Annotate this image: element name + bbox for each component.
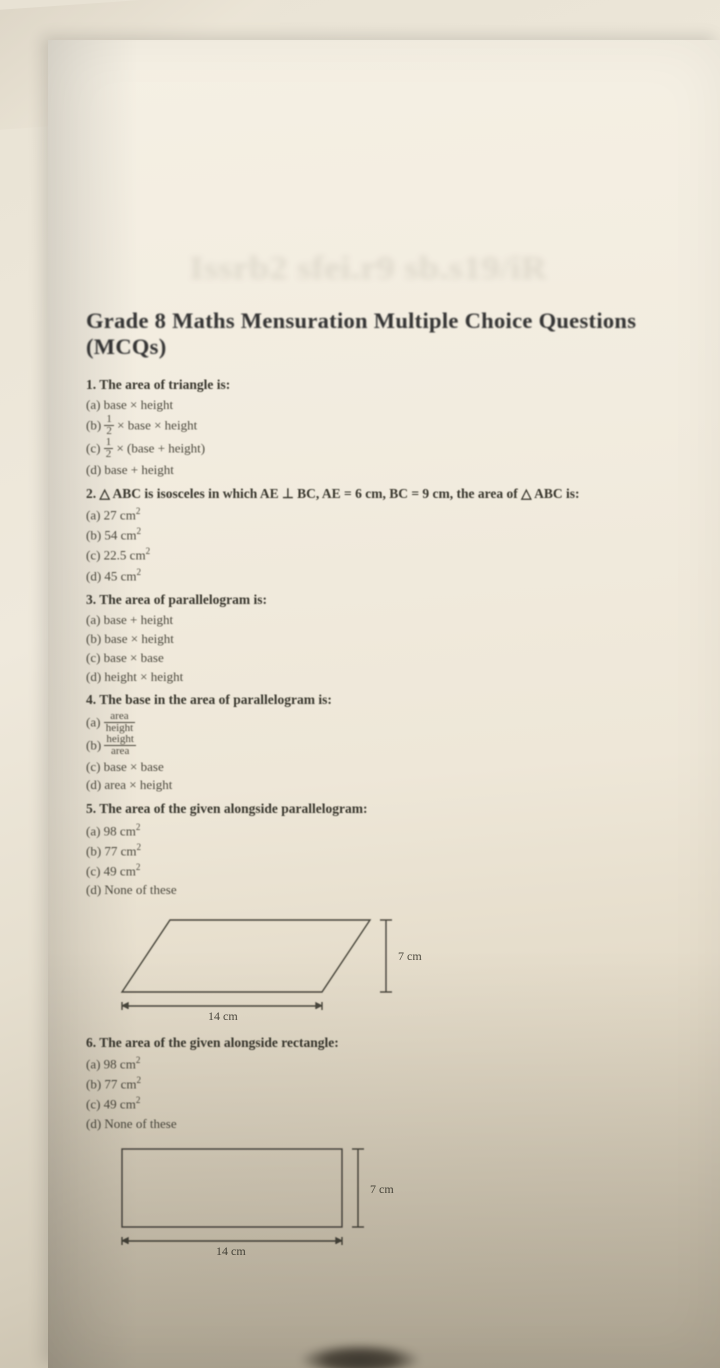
q6-opt-b: (b) 77 cm2 xyxy=(86,1074,702,1094)
question-5: 5. The area of the given alongside paral… xyxy=(86,800,702,900)
rect-base-label: 14 cm xyxy=(216,1244,246,1257)
q3-opt-b: (b) base × height xyxy=(86,630,702,649)
para-base-label: 14 cm xyxy=(208,1009,238,1023)
watermark-text: Issrb2 sfei.r9 sb.s19/iR xyxy=(189,250,547,288)
q1-opt-a: (a) base × height xyxy=(86,396,702,415)
q2-opt-d: (d) 45 cm2 xyxy=(86,566,702,586)
q2-stem: 2. △ ABC is isosceles in which AE ⊥ BC, … xyxy=(86,485,702,503)
q5-opt-a: (a) 98 cm2 xyxy=(86,821,702,841)
q5-opt-c: (c) 49 cm2 xyxy=(86,861,702,881)
q3-opt-a: (a) base + height xyxy=(86,611,702,630)
q5-stem: 5. The area of the given alongside paral… xyxy=(86,800,702,818)
worksheet-page: Issrb2 sfei.r9 sb.s19/iR Grade 8 Maths M… xyxy=(48,40,720,1368)
para-height-label: 7 cm xyxy=(398,949,422,963)
q6-opt-c: (c) 49 cm2 xyxy=(86,1094,702,1114)
q3-opt-c: (c) base × base xyxy=(86,649,702,668)
page-title: Grade 8 Maths Mensuration Multiple Choic… xyxy=(86,308,702,360)
q4-opt-a: (a) areaheight xyxy=(86,712,702,735)
q2-opt-c: (c) 22.5 cm2 xyxy=(86,545,702,565)
question-4: 4. The base in the area of parallelogram… xyxy=(86,691,702,795)
thumb-shadow xyxy=(300,1344,420,1368)
question-1: 1. The area of triangle is: (a) base × h… xyxy=(86,376,702,480)
q3-opt-d: (d) height × height xyxy=(86,668,702,687)
q5-opt-d: (d) None of these xyxy=(86,881,702,900)
q1-opt-d: (d) base + height xyxy=(86,461,702,480)
q2-opt-a: (a) 27 cm2 xyxy=(86,505,702,525)
q1-opt-b: (b) 12 × base × height xyxy=(86,415,702,438)
q6-opt-d: (d) None of these xyxy=(86,1115,702,1134)
q5-opt-b: (b) 77 cm2 xyxy=(86,841,702,861)
q4-opt-b: (b) heightarea xyxy=(86,735,702,758)
rectangle-svg: 7 cm 14 cm xyxy=(112,1139,432,1257)
q4-stem: 4. The base in the area of parallelogram… xyxy=(86,691,702,709)
q4-opt-d: (d) area × height xyxy=(86,776,702,795)
q6-opt-a: (a) 98 cm2 xyxy=(86,1054,702,1074)
q1-opt-c: (c) 12 × (base + height) xyxy=(86,438,702,461)
question-6: 6. The area of the given alongside recta… xyxy=(86,1034,702,1134)
figure-parallelogram: 7 cm 14 cm xyxy=(112,906,702,1026)
rect-height-label: 7 cm xyxy=(370,1182,394,1196)
q6-stem: 6. The area of the given alongside recta… xyxy=(86,1034,702,1052)
q2-opt-b: (b) 54 cm2 xyxy=(86,525,702,545)
question-3: 3. The area of parallelogram is: (a) bas… xyxy=(86,591,702,687)
figure-rectangle: 7 cm 14 cm xyxy=(112,1139,702,1257)
content-area: Grade 8 Maths Mensuration Multiple Choic… xyxy=(86,308,702,1265)
parallelogram-svg: 7 cm 14 cm xyxy=(112,906,432,1026)
q1-stem: 1. The area of triangle is: xyxy=(86,376,702,394)
question-2: 2. △ ABC is isosceles in which AE ⊥ BC, … xyxy=(86,485,702,586)
q4-opt-c: (c) base × base xyxy=(86,758,702,777)
q3-stem: 3. The area of parallelogram is: xyxy=(86,591,702,609)
